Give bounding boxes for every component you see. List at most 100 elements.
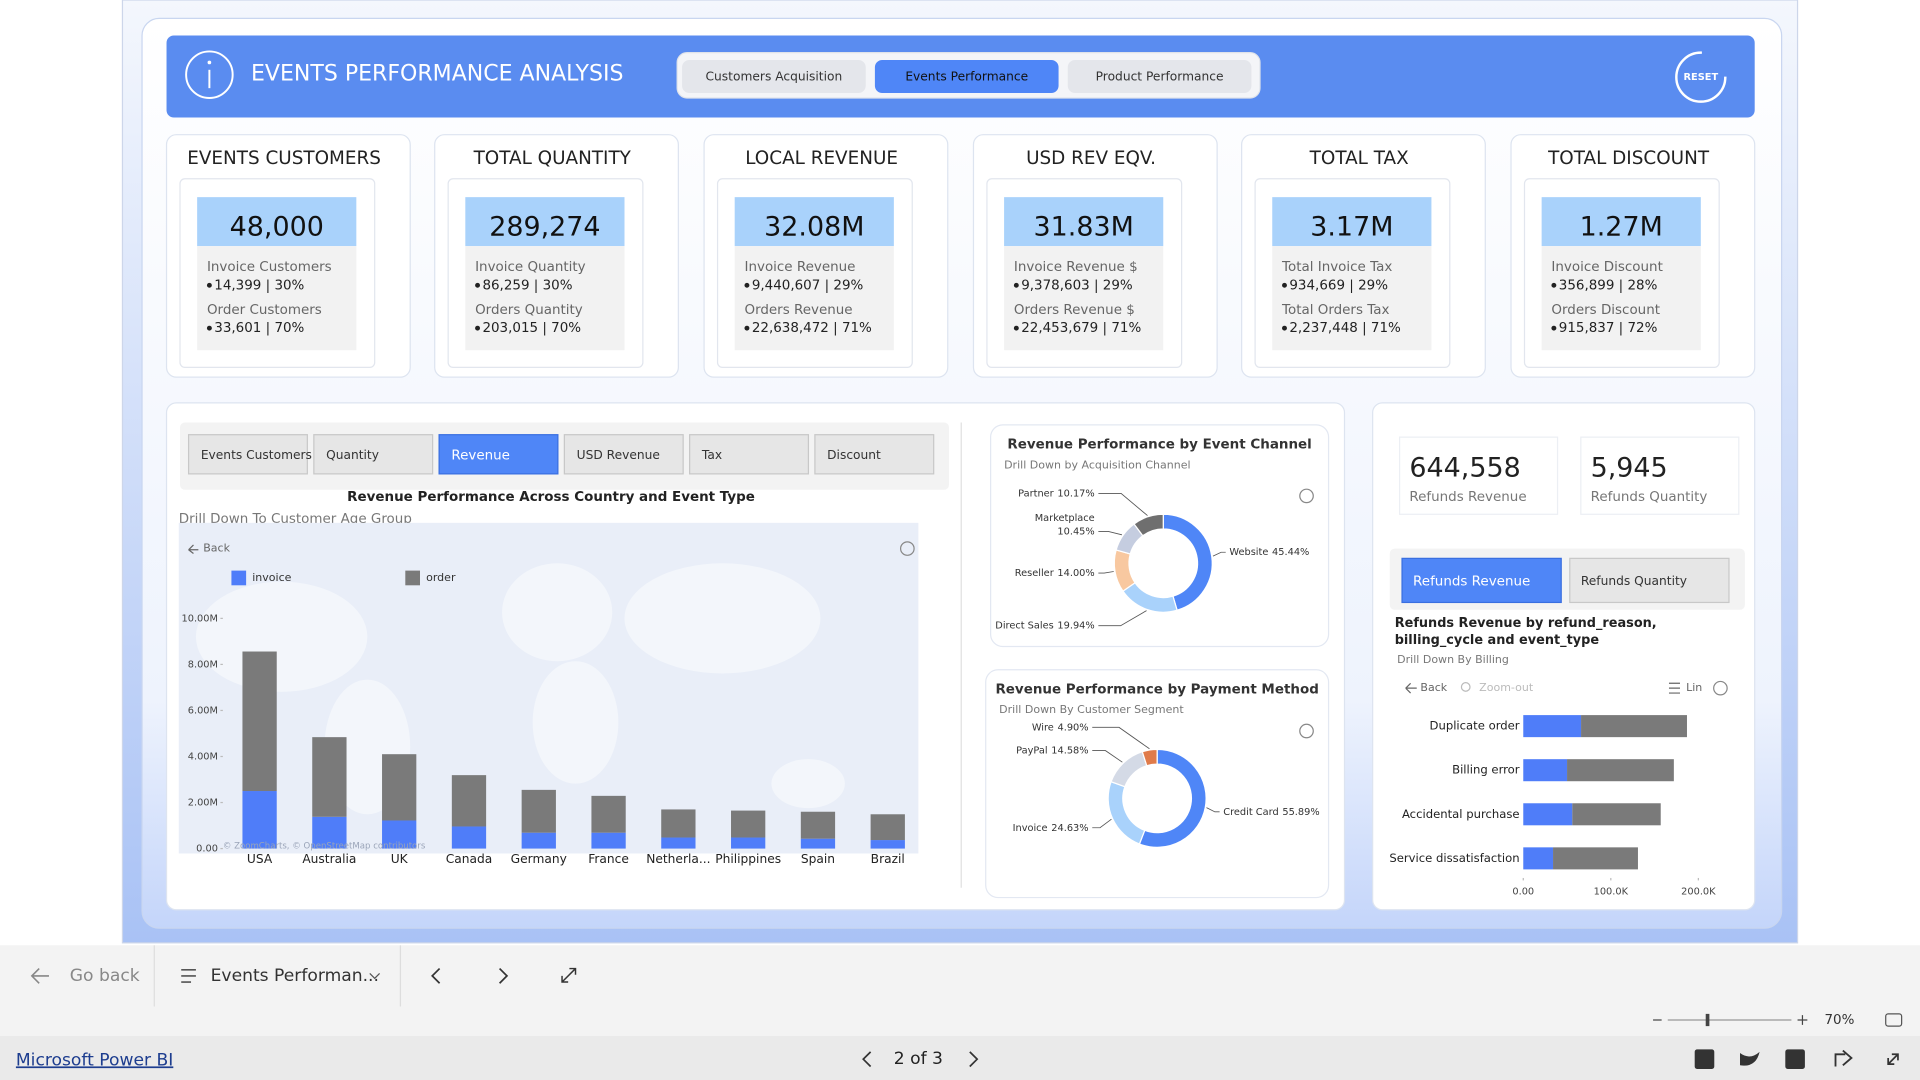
slicer-button[interactable]: [313, 434, 434, 475]
pager-prev[interactable]: [862, 1051, 872, 1068]
reset-label[interactable]: RESET: [1684, 72, 1719, 83]
kpi-detail-box: [197, 246, 357, 351]
twitter-icon[interactable]: [1740, 1051, 1760, 1066]
facebook-icon[interactable]: [1694, 1049, 1715, 1069]
slice-label: Direct Sales 19.94%: [995, 621, 1094, 632]
reset-icon[interactable]: [1675, 51, 1727, 103]
kpi-row-label: Total Orders Tax: [1281, 303, 1389, 318]
bar-segment: [661, 809, 696, 838]
bar-segment: [451, 826, 487, 849]
bar-segment: [731, 810, 766, 838]
zoom-icon: [1460, 682, 1471, 692]
bullet: [1013, 325, 1019, 331]
kpi-value: 3.17M: [1310, 211, 1393, 242]
zoom-thumb[interactable]: [1705, 1013, 1710, 1027]
back-icon[interactable]: [1405, 682, 1417, 694]
slicer-button[interactable]: [438, 434, 559, 475]
x-tick-label: Canada: [446, 852, 493, 866]
map-land: [195, 581, 368, 692]
slicer-button[interactable]: [689, 434, 810, 475]
slicer-button-label[interactable]: USD Revenue: [577, 448, 660, 462]
leader-line: [1098, 531, 1123, 536]
slicer-button[interactable]: [1569, 557, 1730, 604]
brand-link[interactable]: Microsoft Power BI: [16, 1050, 173, 1070]
tab[interactable]: [682, 60, 866, 94]
slice-name: PayPal: [1016, 746, 1047, 757]
slice-value: 14.00%: [1057, 568, 1094, 579]
slice-label: Invoice 24.63%: [1013, 823, 1089, 834]
slice-label: Credit Card 55.89%: [1223, 807, 1319, 818]
chevron-down[interactable]: [369, 973, 381, 980]
kpi-row-value: 2,237,448 | 71%: [1289, 321, 1401, 336]
legend-swatch: [231, 570, 247, 586]
slicer-button[interactable]: [1401, 557, 1562, 604]
y-tick-label: 4.00M: [188, 751, 218, 762]
leader-line: [1212, 551, 1226, 557]
tab-label[interactable]: Product Performance: [1096, 70, 1224, 84]
bar-segment: [800, 811, 836, 839]
kpi-row-value: 22,638,472 | 71%: [752, 321, 872, 336]
slice-name: Wire: [1032, 722, 1054, 733]
slicer-button[interactable]: [563, 434, 684, 475]
slicer-button[interactable]: [187, 434, 308, 475]
slicer-button-label[interactable]: Refunds Revenue: [1413, 575, 1530, 590]
slicer-button-label[interactable]: Revenue: [451, 449, 510, 464]
chart-subtitle: Drill Down By Billing: [1397, 653, 1509, 666]
slicer-button-label[interactable]: Quantity: [326, 448, 379, 462]
map-land: [502, 563, 613, 662]
slice-name: Marketplace: [1035, 513, 1095, 524]
slice-name: Credit Card: [1223, 807, 1278, 818]
bar-segment: [731, 837, 766, 849]
slicer-button[interactable]: [814, 434, 935, 475]
pager: 2 of 3: [894, 1049, 943, 1069]
fit-page-icon[interactable]: [1885, 1013, 1903, 1027]
slice-value: 19.94%: [1057, 621, 1094, 632]
toolbar-button[interactable]: Zoom-out: [1479, 681, 1534, 694]
tab-label[interactable]: Customers Acquisition: [706, 70, 843, 84]
map-attribution: © ZoomCharts, © OpenStreetMap contributo…: [223, 842, 426, 852]
kpi-card: [1580, 436, 1740, 515]
x-tick-label: USA: [247, 852, 273, 866]
leader-line: [1098, 610, 1147, 627]
back-arrow-icon[interactable]: [30, 968, 49, 984]
prev-page[interactable]: [431, 967, 441, 984]
pager-next[interactable]: [969, 1051, 979, 1068]
bar-segment: [242, 651, 277, 792]
legend-label: order: [426, 571, 456, 584]
bar-segment: [242, 791, 277, 849]
go-back[interactable]: Go back: [70, 966, 140, 986]
x-tick-label: 100.0K: [1594, 886, 1629, 897]
zoom-plus[interactable]: [1797, 1015, 1808, 1025]
back-button[interactable]: Back: [203, 542, 230, 555]
slicer-button-label[interactable]: Tax: [701, 448, 722, 462]
map-land: [771, 759, 845, 809]
bullet: [1282, 282, 1287, 288]
tab[interactable]: [1067, 60, 1252, 94]
slicer-button-label[interactable]: Refunds Quantity: [1581, 574, 1687, 588]
slicer-button-label[interactable]: Discount: [827, 448, 881, 462]
bullet: [206, 325, 212, 331]
toolbar-button[interactable]: Back: [1420, 681, 1447, 694]
toolbar-button[interactable]: Lin: [1686, 681, 1702, 694]
fullscreen-icon[interactable]: [1887, 1053, 1899, 1065]
x-tick-label: Philippines: [715, 852, 781, 866]
next-page[interactable]: [498, 967, 509, 984]
help-icon: [900, 541, 915, 556]
kpi-row-label: Orders Quantity: [475, 303, 583, 318]
slicer-button-label[interactable]: Events Customers: [201, 448, 312, 462]
page-menu[interactable]: Events Performan...: [211, 966, 379, 986]
bar-segment: [382, 820, 417, 849]
help-icon: [1299, 723, 1314, 739]
leader-line: [1206, 807, 1220, 813]
back-icon[interactable]: [188, 544, 199, 554]
x-tick-label: 0.00: [1512, 886, 1534, 897]
slice-label: Reseller 14.00%: [1015, 568, 1095, 579]
tab[interactable]: [874, 60, 1059, 94]
bullet: [1282, 325, 1287, 331]
tab-label[interactable]: Events Performance: [905, 70, 1028, 84]
share-icon[interactable]: [1834, 1049, 1853, 1067]
linkedin-icon[interactable]: [1785, 1049, 1805, 1069]
bar-segment: [312, 737, 347, 817]
fit-icon[interactable]: [561, 967, 577, 983]
